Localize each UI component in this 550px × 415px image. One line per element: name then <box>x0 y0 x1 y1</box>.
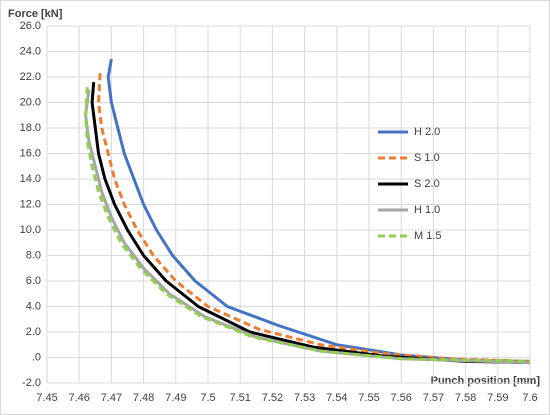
x-tick-label: 7.59 <box>487 392 508 404</box>
series-line <box>97 73 531 363</box>
y-tick-label: .0 <box>32 351 41 363</box>
series-line <box>84 87 531 363</box>
x-tick-label: 7.58 <box>455 392 476 404</box>
x-tick-label: 7.56 <box>390 392 411 404</box>
legend-label: H 1.0 <box>414 204 440 216</box>
y-tick-label: 18.0 <box>20 122 41 134</box>
x-axis-title: Punch position [mm] <box>431 375 541 387</box>
y-tick-label: 24.0 <box>20 45 41 57</box>
legend-label: M 1.5 <box>414 230 442 242</box>
x-tick-label: 7.54 <box>326 392 347 404</box>
x-tick-label: 7.47 <box>101 392 122 404</box>
x-tick-label: 7.52 <box>262 392 283 404</box>
y-tick-label: 22.0 <box>20 71 41 83</box>
x-tick-label: 7.45 <box>36 392 57 404</box>
x-tick-label: 7.48 <box>133 392 154 404</box>
y-tick-label: 6.0 <box>26 275 41 287</box>
y-tick-label: 10.0 <box>20 224 41 236</box>
y-tick-label: 8.0 <box>26 249 41 261</box>
y-tick-label: 12.0 <box>20 198 41 210</box>
y-tick-label: 2.0 <box>26 326 41 338</box>
series-line <box>106 58 531 363</box>
legend-label: S 1.0 <box>414 152 440 164</box>
y-tick-label: 16.0 <box>20 147 41 159</box>
y-tick-label: 20.0 <box>20 96 41 108</box>
x-tick-label: 7.46 <box>68 392 89 404</box>
legend-label: S 2.0 <box>414 178 440 190</box>
legend-label: H 2.0 <box>414 126 440 138</box>
x-tick-label: 7.51 <box>229 392 250 404</box>
y-tick-label: 26.0 <box>20 20 41 32</box>
series-line <box>90 81 531 365</box>
x-tick-label: 7.53 <box>294 392 315 404</box>
y-tick-label: 14.0 <box>20 173 41 185</box>
y-tick-label: 4.0 <box>26 300 41 312</box>
x-tick-label: 7.57 <box>423 392 444 404</box>
x-tick-label: 7.5 <box>200 392 215 404</box>
x-tick-label: 7.6 <box>522 392 537 404</box>
y-tick-label: -2.0 <box>22 377 41 389</box>
y-axis-title: Force [kN] <box>8 8 63 20</box>
x-tick-label: 7.55 <box>358 392 379 404</box>
x-tick-label: 7.49 <box>165 392 186 404</box>
